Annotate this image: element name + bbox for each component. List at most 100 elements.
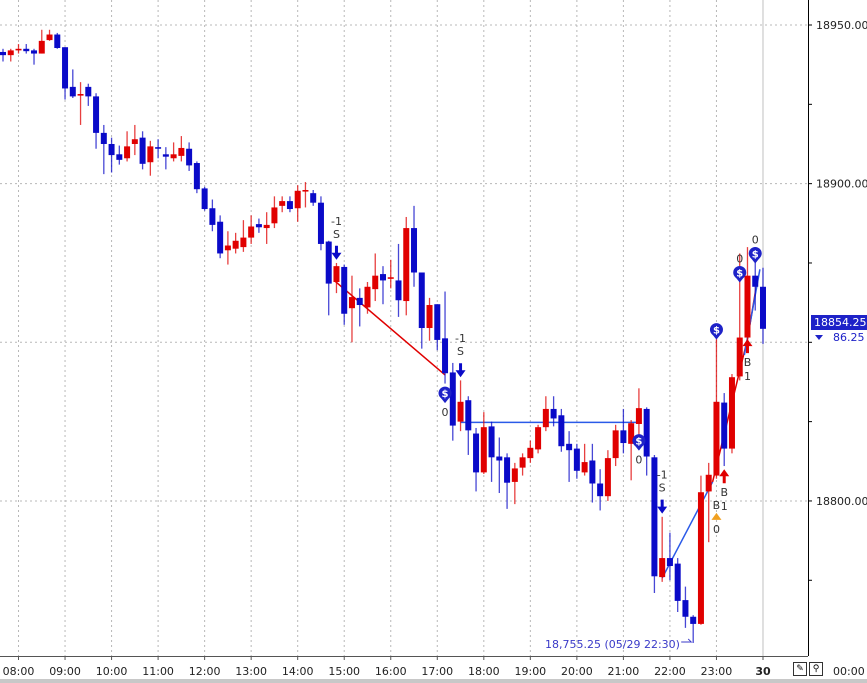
candle-down [341,266,348,314]
candle-up [480,427,487,473]
candle-up [302,189,309,192]
signal-qty-label: -1 [331,215,342,228]
exit-pointer-icon [441,398,450,404]
candle-up [279,201,286,206]
candle-up [263,224,270,229]
candle-up [333,266,340,283]
last-price-badge: 18854.25 [811,315,867,330]
candle-down [23,48,30,52]
candle-down [379,274,386,281]
exit-dollar-icon [438,386,452,400]
candle-down [108,143,115,156]
candle-down [100,132,107,144]
session-low-text: 18,755.25 (05/29 22:30) [545,638,680,651]
candle-down [217,221,224,254]
horizontal-scrollbar[interactable] [0,679,867,683]
candle-up [604,458,611,497]
alert-side-label: B [713,499,721,512]
time-tick-label: 15:00 [328,665,360,678]
candle-up [15,48,22,51]
time-tick-label: 18:00 [468,665,500,678]
candle-up [659,558,666,578]
magnifier-icon[interactable]: ⚲ [809,662,823,676]
grid [0,0,808,656]
exit-dollar-icon [709,323,723,337]
exit-pointer-icon [735,277,744,283]
time-tick-label: 16:00 [375,665,407,678]
candle-up [131,139,138,144]
price-tick-label: 18800.00 [816,495,867,508]
candle-down [201,188,208,210]
signal-side-label: S [333,228,340,241]
signal-side-label: S [659,482,666,495]
candle-up [457,401,464,422]
candle-down [721,402,728,449]
time-tick-label: 23:00 [701,665,733,678]
sell-arrow-icon [331,245,342,260]
time-tick-label: 10:00 [96,665,128,678]
candle-up [178,147,185,156]
candle-down [418,272,425,329]
buy-arrow-icon [742,339,753,354]
candle-up [348,297,355,309]
alert-triangle-icon [711,512,722,520]
candle-down [93,96,100,133]
candle-up [38,40,45,54]
candle-up [628,423,635,444]
candle-down [449,372,456,426]
candle-down [550,408,557,419]
time-tick-label: 13:00 [235,665,267,678]
exit-symbol: $ [736,268,743,279]
time-tick-label: 14:00 [282,665,314,678]
candle-down [31,50,38,54]
candle-up [170,154,177,159]
candle-down [325,241,332,284]
candle-up [635,408,642,425]
candle-up [271,207,278,224]
candle-down [573,448,580,471]
candle-down [442,338,449,374]
signal-qty-label: -1 [657,469,668,482]
candles [0,29,766,643]
signal-qty-label: 1 [721,500,728,513]
candle-down [155,147,162,149]
candle-down [643,408,650,457]
candle-up [232,240,239,249]
candle-up [294,190,301,209]
candle-down [255,224,262,228]
candle-up [736,337,743,377]
low-pointer-icon [681,638,693,643]
exit-dollar-icon [632,434,646,448]
price-tick-label: 18900.00 [816,178,867,191]
candle-up [581,462,588,473]
pencil-icon[interactable]: ✎ [793,662,807,676]
candle-down [193,163,200,190]
time-tick-label: 17:00 [421,665,453,678]
candle-down [674,563,681,601]
exit-qty-label: 0 [442,406,449,419]
signal-side-label: B [744,356,752,369]
candle-down [597,483,604,497]
time-tick-label: 08:00 [3,665,35,678]
candle-down [651,457,658,577]
candle-down [0,51,6,56]
candle-down [752,275,759,287]
exit-qty-label: 0 [736,252,743,265]
candle-up [77,94,84,96]
exit-pointer-icon [712,334,721,340]
sell-arrow-icon [455,363,466,378]
candle-down [209,208,216,225]
candle-up [519,457,526,468]
candle-down [186,148,193,166]
alert-qty-label: 0 [713,523,720,536]
candle-up [744,275,751,338]
candle-down [566,443,573,451]
candle-down [85,86,92,97]
exit-symbol: $ [713,326,720,337]
exit-pointer-icon [751,258,760,264]
candle-down [62,47,69,89]
candle-up [535,427,542,450]
candle-down [558,415,565,447]
